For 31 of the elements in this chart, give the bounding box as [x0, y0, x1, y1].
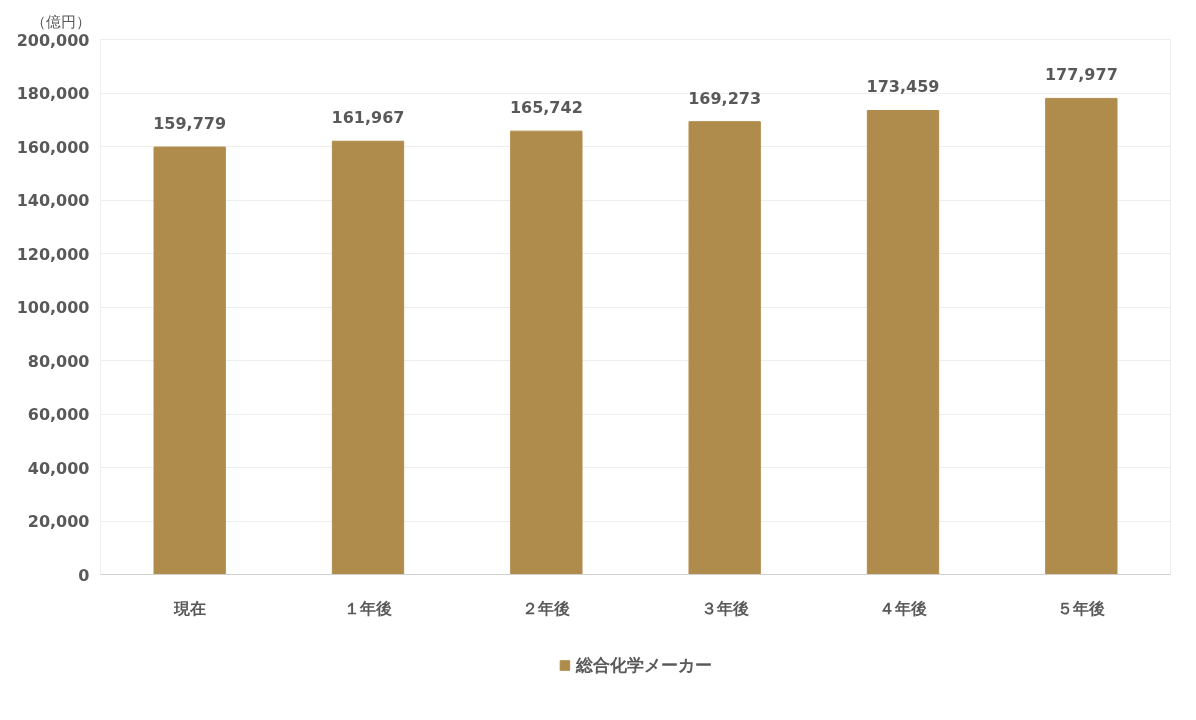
y-tick-label: 200,000	[16, 30, 90, 50]
x-tick-label: １年後	[344, 598, 392, 618]
bar	[866, 110, 940, 575]
y-tick-label: 80,000	[27, 351, 90, 371]
bar	[510, 130, 583, 575]
y-tick-label: 0	[78, 565, 90, 585]
bar	[331, 140, 405, 575]
x-tick-label: ４年後	[879, 598, 927, 618]
data-label: 159,779	[153, 114, 227, 134]
y-tick-label: 140,000	[16, 191, 90, 210]
y-tick-label: 20,000	[27, 512, 90, 531]
bar	[1045, 97, 1118, 575]
data-label: 173,459	[866, 77, 940, 97]
y-axis-title: （億円）	[30, 12, 91, 30]
bar	[153, 146, 226, 575]
y-tick-label: 100,000	[16, 298, 90, 317]
x-tick-label: ３年後	[700, 598, 749, 618]
bar	[688, 121, 761, 575]
y-tick-label: 160,000	[16, 137, 90, 157]
x-tick-label: ５年後	[1057, 598, 1106, 618]
legend-label: 総合化学メーカー	[575, 654, 712, 677]
data-label: 177,977	[1044, 65, 1118, 85]
data-label: 165,742	[509, 98, 583, 118]
y-tick-label: 60,000	[27, 405, 90, 424]
x-tick-label: ２年後	[522, 598, 571, 618]
y-tick-label: 120,000	[16, 244, 90, 264]
x-tick-label: 現在	[172, 598, 206, 618]
y-tick-label: 180,000	[16, 84, 90, 103]
data-label: 169,273	[688, 88, 762, 108]
y-tick-label: 40,000	[27, 458, 90, 478]
data-label: 161,967	[331, 108, 405, 128]
